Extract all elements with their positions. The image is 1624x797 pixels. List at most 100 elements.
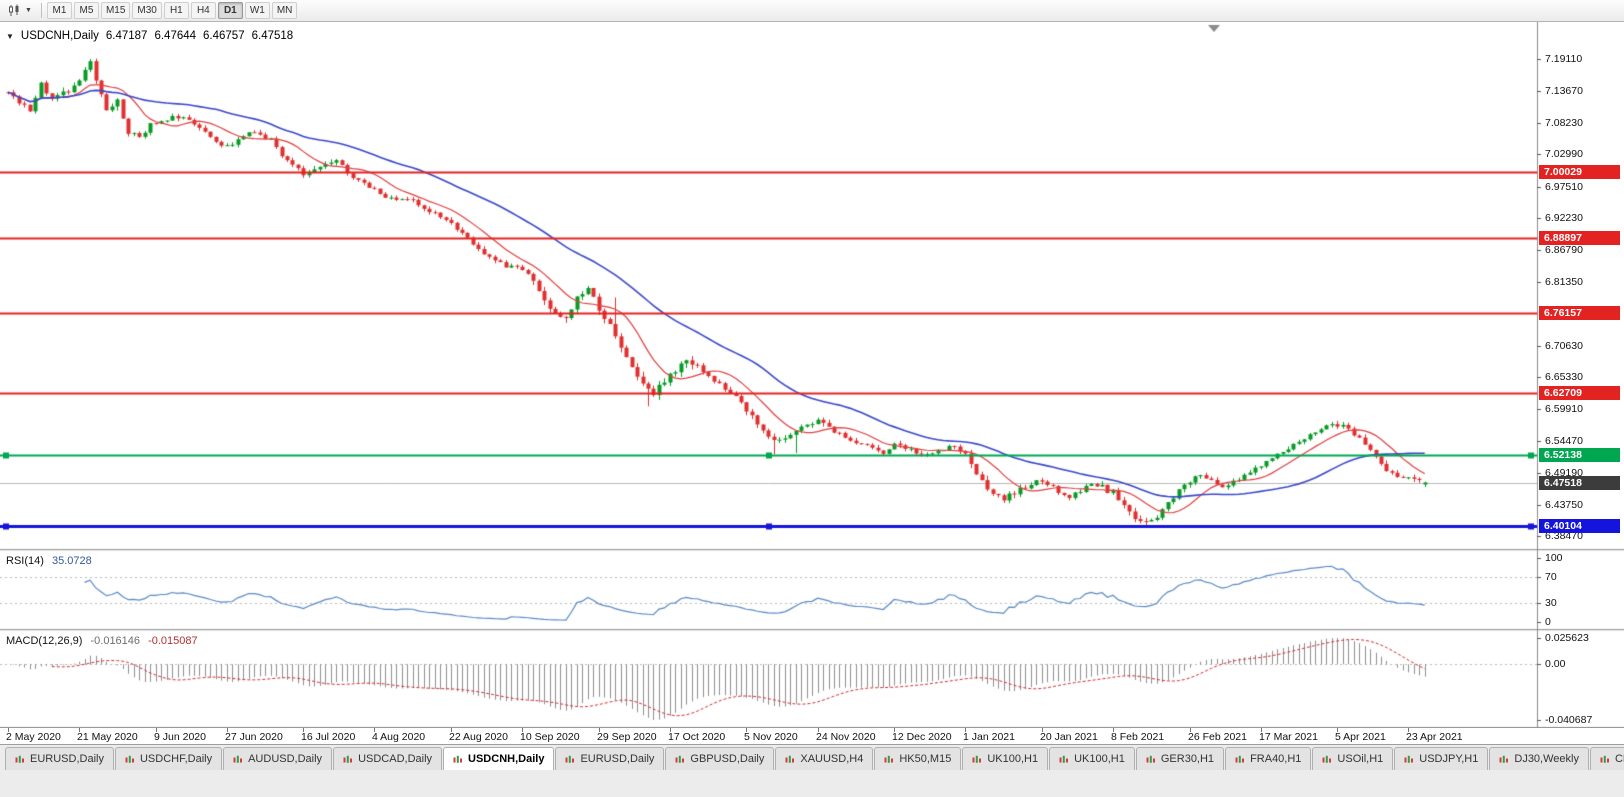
chart-tab-china300-h1[interactable]: CHINA300,H1 [1589, 747, 1624, 770]
collapse-triangle-icon[interactable]: ▼ [6, 31, 14, 41]
timeframe-button-w1[interactable]: W1 [244, 2, 270, 19]
chart-tab-usdcnh-daily[interactable]: USDCNH,Daily [443, 747, 555, 770]
chart-tab-icon [15, 755, 25, 764]
time-axis-tick [746, 728, 747, 732]
chart-tab-label: CHINA300,H1 [1614, 753, 1624, 765]
time-axis-tick [451, 728, 452, 732]
chart-tab-uk100-h1[interactable]: UK100,H1 [1049, 747, 1135, 770]
chart-tab-icon [675, 755, 685, 764]
chart-tab-hk50-m15[interactable]: HK50,M15 [874, 747, 962, 770]
chart-tab-usoil-h1[interactable]: USOil,H1 [1312, 747, 1394, 770]
chart-tab-label: USDCNH,Daily [468, 753, 545, 765]
chart-tab-label: HK50,M15 [899, 753, 952, 765]
chart-tab-icon [343, 755, 353, 764]
chart-tabs: EURUSD,Daily USDCHF,Daily AUDUSD,Daily USDC… [5, 747, 1624, 770]
chart-tab-icon [1059, 755, 1069, 764]
time-axis-tick [1337, 728, 1338, 732]
time-axis-tick [522, 728, 523, 732]
timeframe-button-m15[interactable]: M15 [100, 2, 131, 19]
chart-tab-label: DJ30,Weekly [1514, 753, 1579, 765]
time-axis-label: 17 Mar 2021 [1259, 731, 1318, 743]
time-axis-tick [894, 728, 895, 732]
chart-tab-dj30-weekly[interactable]: DJ30,Weekly [1489, 747, 1589, 770]
chart-tab-icon [1235, 755, 1245, 764]
chart-tab-xauusd-h4[interactable]: XAUUSD,H4 [775, 747, 874, 770]
chart-tab-eurusd-daily[interactable]: EURUSD,Daily [5, 747, 114, 770]
time-axis-tick [670, 728, 671, 732]
toolbar: ▼ M1 M5 M15 M30 H1 H4 D1 W1 MN [0, 0, 1624, 22]
timeframe-button-d1[interactable]: D1 [217, 2, 243, 19]
chart-tab-label: FRA40,H1 [1250, 753, 1302, 765]
chart-tab-icon [1600, 755, 1610, 764]
chart-tab-icon [233, 755, 243, 764]
time-axis-label: 24 Nov 2020 [816, 731, 876, 743]
time-axis-tick [303, 728, 304, 732]
time-axis-tick [1042, 728, 1043, 732]
chart-tab-icon [453, 755, 463, 764]
chart-tab-label: GER30,H1 [1160, 753, 1215, 765]
time-axis-tick [599, 728, 600, 732]
time-axis-label: 5 Nov 2020 [744, 731, 798, 743]
timeframe-button-h4[interactable]: H4 [190, 2, 216, 19]
time-axis-tick [8, 728, 9, 732]
chart-tab-usdchf-daily[interactable]: USDCHF,Daily [114, 747, 223, 770]
timeframe-button-mn[interactable]: MN [271, 2, 298, 19]
time-axis-tick [1190, 728, 1191, 732]
chart-profile-button[interactable]: ▼ [4, 2, 36, 20]
time-axis-label: 23 Apr 2021 [1406, 731, 1463, 743]
time-axis-tick [965, 728, 966, 732]
time-axis-label: 20 Jan 2021 [1040, 731, 1098, 743]
chart-tab-label: USDCHF,Daily [139, 753, 213, 765]
time-axis-tick [818, 728, 819, 732]
time-axis-label: 22 Aug 2020 [449, 731, 508, 743]
time-axis-label: 5 Apr 2021 [1335, 731, 1386, 743]
time-axis-tick [156, 728, 157, 732]
chart-tab-label: USDJPY,H1 [1419, 753, 1479, 765]
chart-tab-label: USOil,H1 [1337, 753, 1384, 765]
timeframe-button-m1[interactable]: M1 [46, 2, 72, 19]
chart-tab-icon [884, 755, 894, 764]
chart-tab-uk100-h1[interactable]: UK100,H1 [962, 747, 1049, 770]
chart-tab-icon [1146, 755, 1156, 764]
time-axis-label: 12 Dec 2020 [892, 731, 952, 743]
time-axis-tick [227, 728, 228, 732]
chart-tab-label: UK100,H1 [1074, 753, 1125, 765]
chart-tab-icon [785, 755, 795, 764]
time-axis-label: 2 May 2020 [6, 731, 61, 743]
time-axis-label: 17 Oct 2020 [668, 731, 726, 743]
time-axis-tick [374, 728, 375, 732]
chart-tab-eurusd-daily[interactable]: EURUSD,Daily [555, 747, 665, 770]
time-axis-tick [1113, 728, 1114, 732]
chart-tab-icon [565, 755, 575, 764]
time-axis-label: 27 Jun 2020 [225, 731, 283, 743]
time-axis-label: 9 Jun 2020 [154, 731, 206, 743]
chart-tab-label: UK100,H1 [987, 753, 1039, 765]
chart-tab-usdcad-daily[interactable]: USDCAD,Daily [333, 747, 443, 770]
chart-tab-gbpusd-daily[interactable]: GBPUSD,Daily [665, 747, 775, 770]
candlestick-chart-icon [8, 4, 23, 17]
chart-tab-ger30-h1[interactable]: GER30,H1 [1135, 747, 1225, 770]
chart-tab-label: GBPUSD,Daily [690, 753, 765, 765]
time-axis-label: 4 Aug 2020 [372, 731, 426, 743]
chart-tab-icon [1322, 755, 1332, 764]
timeframe-button-m30[interactable]: M30 [132, 2, 162, 19]
timeframe-button-m5[interactable]: M5 [73, 2, 99, 19]
timeframe-buttons: M1 M5 M15 M30 H1 H4 D1 W1 MN [46, 2, 299, 19]
chart-tab-fra40-h1[interactable]: FRA40,H1 [1225, 747, 1312, 770]
price-chart-canvas[interactable] [0, 22, 1624, 728]
chart-tab-audusd-daily[interactable]: AUDUSD,Daily [223, 747, 333, 770]
chevron-down-icon: ▼ [25, 7, 32, 14]
time-axis-label: 8 Feb 2021 [1111, 731, 1165, 743]
toolbar-separator [40, 3, 42, 18]
chart-tab-label: EURUSD,Daily [580, 753, 655, 765]
time-axis-tick [79, 728, 80, 732]
time-axis-tick [1261, 728, 1262, 732]
chart-tabbar: EURUSD,Daily USDCHF,Daily AUDUSD,Daily USDC… [0, 744, 1624, 797]
time-axis-label: 21 May 2020 [77, 731, 138, 743]
timeframe-button-h1[interactable]: H1 [163, 2, 189, 19]
chart-region: ▼ USDCNH,Daily 6.47187 6.47644 6.46757 6… [0, 22, 1624, 744]
chart-tab-icon [125, 755, 135, 764]
time-axis-label: 10 Sep 2020 [520, 731, 580, 743]
chart-tab-usdjpy-h1[interactable]: USDJPY,H1 [1394, 747, 1489, 770]
